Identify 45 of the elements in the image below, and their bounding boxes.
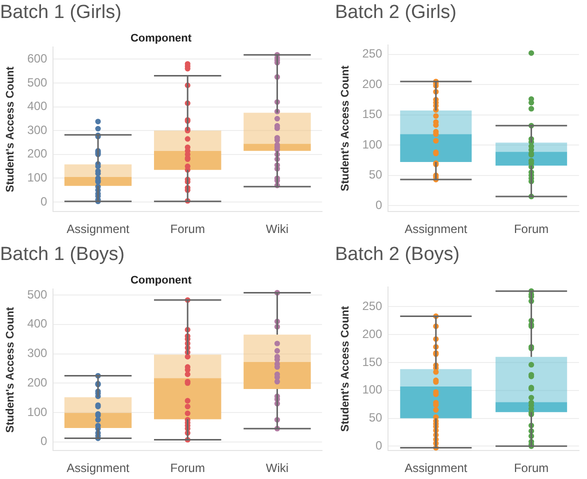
x-tick-label: Assignment (66, 222, 130, 236)
x-tick-label: Forum (514, 461, 549, 476)
chart-title: Batch 2 (Girls) (335, 2, 456, 24)
x-tick-label: Forum (514, 222, 549, 236)
x-tick-label: Forum (170, 461, 205, 476)
y-tick-label: 0 (40, 434, 48, 448)
y-tick-label: 500 (27, 75, 48, 90)
y-tick-label: 0 (376, 198, 383, 212)
y-tick-label: 400 (27, 99, 48, 114)
y-tick-label: 50 (368, 410, 383, 425)
y-tick-label: 250 (362, 46, 383, 61)
chart-title: Batch 1 (Boys) (0, 244, 125, 266)
chart-subtitle: Component (130, 32, 192, 45)
y-tick-label: 500 (27, 287, 48, 302)
y-tick-label: 600 (27, 51, 48, 66)
y-tick-label: 0 (376, 438, 383, 452)
y-tick-label: 200 (362, 326, 383, 341)
chart-title: Batch 2 (Boys) (335, 244, 460, 266)
y-tick-label: 200 (27, 146, 48, 161)
x-tick-label: Assignment (66, 461, 130, 476)
x-tick-label: Assignment (404, 461, 468, 476)
y-axis-title: Student's Access Count (340, 65, 352, 192)
y-tick-label: 50 (368, 168, 383, 182)
x-tick-label: Wiki (266, 461, 289, 476)
y-tick-label: 100 (27, 170, 48, 185)
y-tick-label: 250 (362, 299, 383, 314)
y-tick-label: 100 (362, 137, 383, 152)
x-tick-label: Wiki (266, 222, 289, 236)
chart-title: Batch 1 (Girls) (0, 2, 122, 24)
y-axis-title: Student's Access Count (4, 306, 17, 433)
y-tick-label: 100 (27, 404, 48, 419)
y-axis-title: Student's Access Count (4, 66, 17, 192)
y-tick-label: 150 (362, 107, 383, 122)
y-tick-label: 0 (40, 194, 48, 208)
y-tick-label: 300 (27, 346, 48, 360)
chart-subtitle: Component (130, 274, 192, 287)
x-tick-label: Forum (170, 222, 205, 236)
x-tick-label: Assignment (404, 222, 468, 236)
y-tick-label: 300 (27, 122, 48, 137)
y-tick-label: 400 (27, 316, 48, 331)
y-tick-label: 200 (27, 375, 48, 390)
y-tick-label: 100 (362, 382, 383, 397)
y-tick-label: 150 (362, 354, 383, 369)
y-tick-label: 200 (362, 76, 383, 91)
y-axis-title: Student's Access Count (340, 306, 352, 432)
